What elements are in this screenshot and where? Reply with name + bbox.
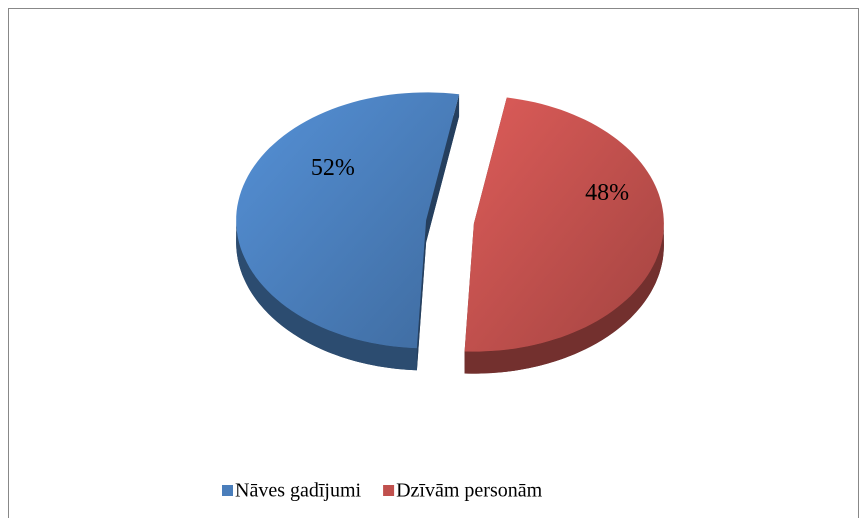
- slice-side: [236, 220, 417, 371]
- slice: [464, 97, 664, 352]
- slice-cut: [416, 220, 427, 371]
- slice: [236, 92, 460, 349]
- legend-swatch: [383, 485, 395, 496]
- slice-cut: [426, 94, 460, 243]
- value-label: 52%: [311, 155, 355, 181]
- legend-label: Nāves gadījumi: [235, 480, 362, 502]
- legend-label: Dzīvām personām: [396, 480, 543, 502]
- value-label: 48%: [585, 180, 629, 206]
- legend-swatch: [222, 485, 233, 496]
- chart-frame: [8, 8, 859, 518]
- slice-side: [464, 223, 664, 374]
